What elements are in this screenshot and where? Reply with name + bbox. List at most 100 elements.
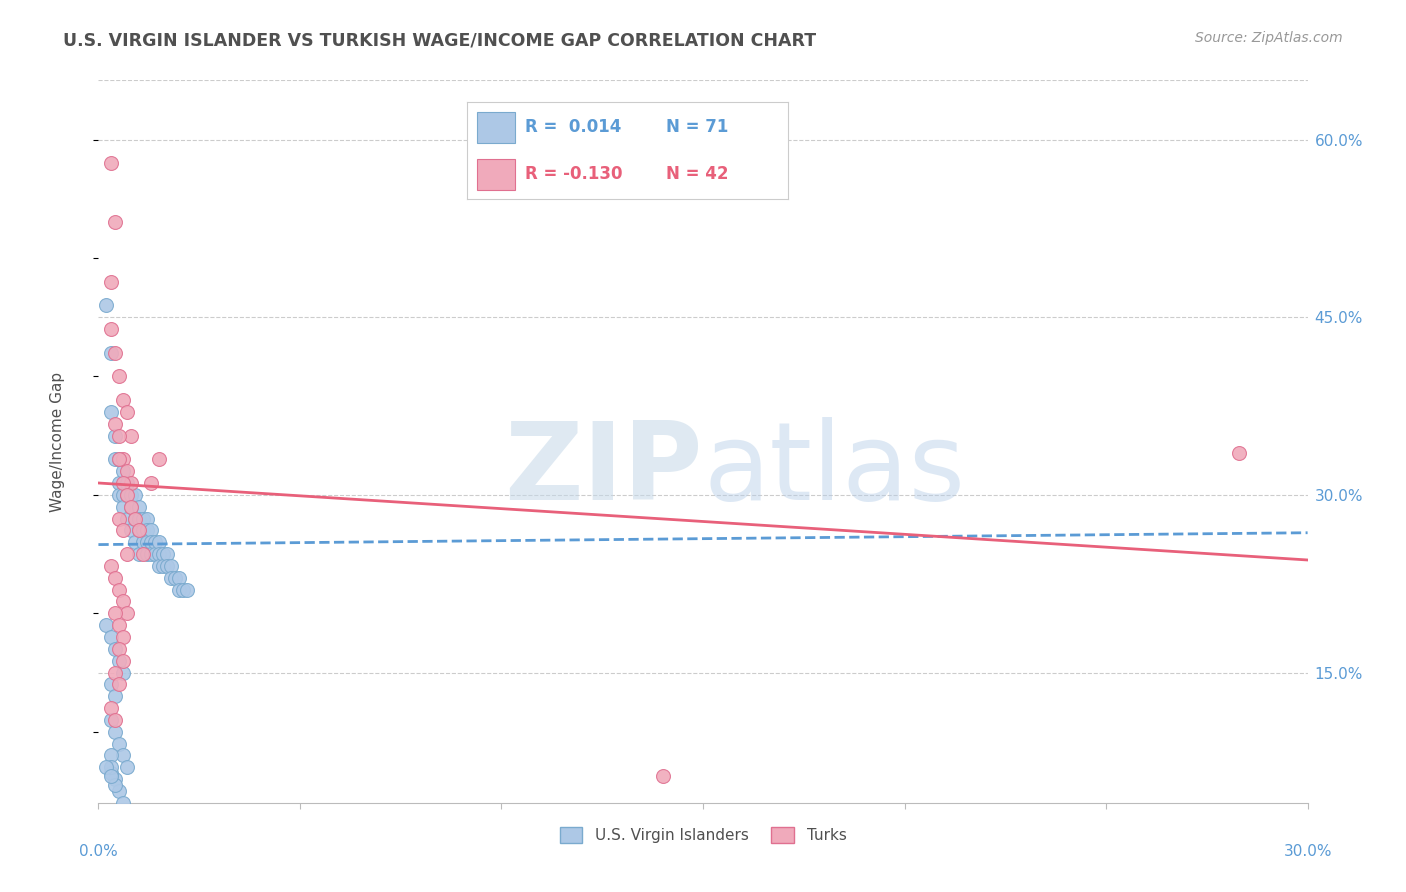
Point [107, 475, 129, 490]
Point [135, 511, 157, 525]
Point [103, 665, 125, 680]
Point [135, 535, 157, 549]
Point [148, 452, 170, 467]
Point [143, 547, 166, 561]
Text: 0.0%: 0.0% [79, 844, 118, 859]
Legend: U.S. Virgin Islanders, Turks: U.S. Virgin Islanders, Turks [554, 822, 852, 849]
Point [120, 500, 142, 514]
Point [124, 511, 146, 525]
Point [160, 558, 183, 573]
Point [139, 475, 162, 490]
Point [96, 298, 118, 312]
Point [135, 524, 157, 538]
Point [1227, 446, 1250, 460]
Point [163, 571, 186, 585]
Point [111, 452, 134, 467]
Point [96, 618, 118, 632]
Point [115, 475, 138, 490]
Point [107, 582, 129, 597]
Point [139, 535, 162, 549]
Point [100, 766, 122, 780]
Point [111, 796, 134, 810]
Point [107, 369, 129, 384]
Point [103, 778, 125, 792]
Point [100, 322, 122, 336]
Point [115, 488, 138, 502]
Point [100, 558, 122, 573]
Point [111, 748, 134, 763]
Point [152, 558, 174, 573]
Text: 30.0%: 30.0% [1284, 844, 1331, 859]
Point [651, 768, 673, 782]
Point [103, 428, 125, 442]
Text: ZIP: ZIP [505, 417, 703, 524]
Point [124, 535, 146, 549]
Point [103, 345, 125, 359]
Point [107, 784, 129, 798]
Point [120, 428, 142, 442]
Point [103, 571, 125, 585]
Text: Source: ZipAtlas.com: Source: ZipAtlas.com [1195, 31, 1343, 45]
Point [156, 558, 179, 573]
Point [115, 511, 138, 525]
Point [167, 582, 190, 597]
Point [111, 630, 134, 644]
Point [100, 275, 122, 289]
Point [100, 677, 122, 691]
Point [148, 535, 170, 549]
Point [115, 607, 138, 621]
Point [100, 713, 122, 727]
Point [124, 488, 146, 502]
Point [111, 500, 134, 514]
Point [100, 748, 122, 763]
Text: Wage/Income Gap: Wage/Income Gap [49, 371, 65, 512]
Point [128, 524, 150, 538]
Point [96, 760, 118, 774]
Point [128, 511, 150, 525]
Point [152, 547, 174, 561]
Point [128, 524, 150, 538]
Point [100, 156, 122, 170]
Point [103, 641, 125, 656]
Point [115, 464, 138, 478]
Point [107, 488, 129, 502]
Point [115, 405, 138, 419]
Point [107, 511, 129, 525]
Point [107, 618, 129, 632]
Point [128, 500, 150, 514]
Point [111, 393, 134, 408]
Point [111, 475, 134, 490]
Point [143, 535, 166, 549]
Point [107, 737, 129, 751]
Point [111, 594, 134, 608]
Point [148, 547, 170, 561]
Point [160, 571, 183, 585]
Point [132, 524, 155, 538]
Point [103, 689, 125, 703]
Point [100, 768, 122, 782]
Point [120, 524, 142, 538]
Point [132, 511, 155, 525]
Point [172, 582, 194, 597]
Point [100, 345, 122, 359]
Point [176, 582, 198, 597]
Point [100, 405, 122, 419]
Point [107, 452, 129, 467]
Point [120, 500, 142, 514]
Point [156, 547, 179, 561]
Point [103, 215, 125, 229]
Point [111, 524, 134, 538]
Point [103, 417, 125, 431]
Point [132, 535, 155, 549]
Point [107, 654, 129, 668]
Point [167, 571, 190, 585]
Point [111, 665, 134, 680]
Point [100, 701, 122, 715]
Point [100, 760, 122, 774]
Point [148, 558, 170, 573]
Point [120, 475, 142, 490]
Text: atlas: atlas [703, 417, 965, 524]
Point [107, 641, 129, 656]
Point [115, 488, 138, 502]
Point [103, 713, 125, 727]
